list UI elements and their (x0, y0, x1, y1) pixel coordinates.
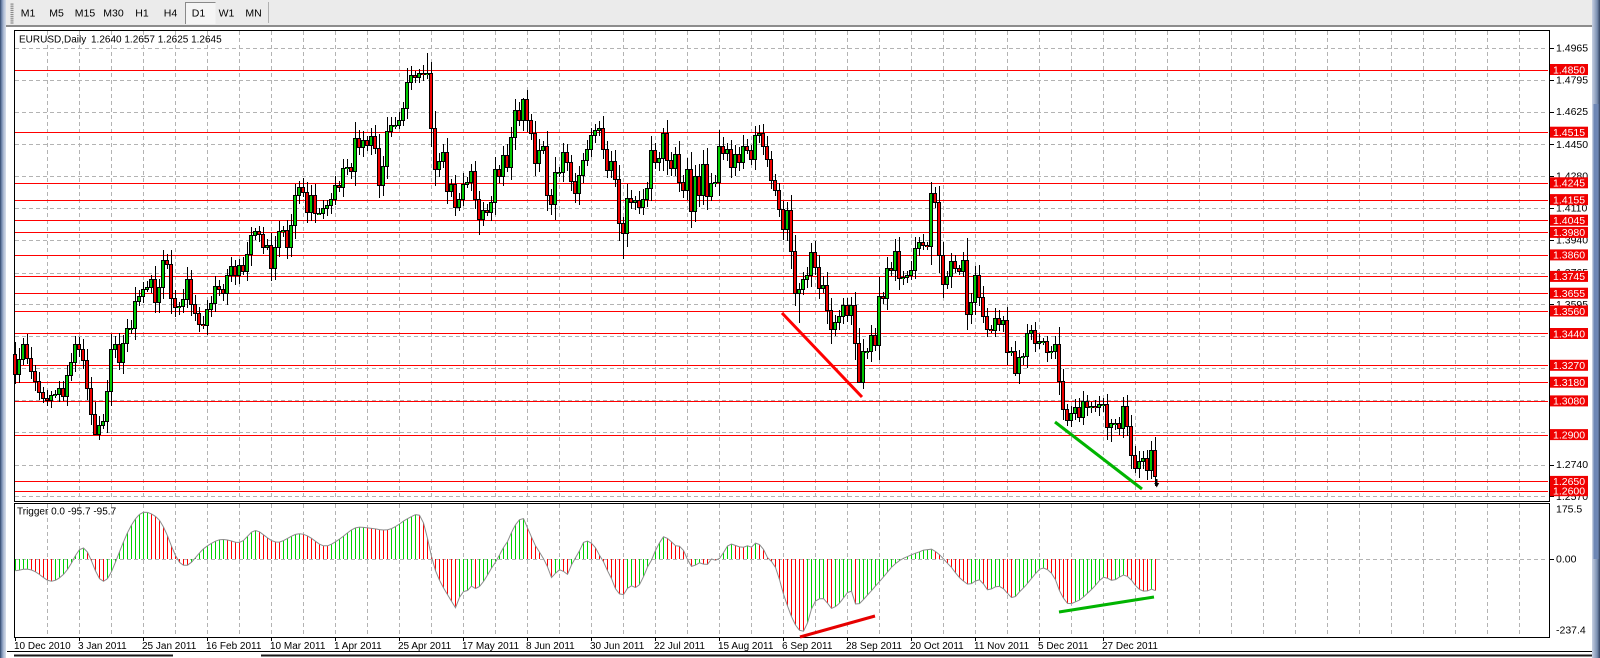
svg-text:1.4045: 1.4045 (1553, 215, 1585, 227)
svg-text:20 Oct 2011: 20 Oct 2011 (910, 641, 964, 652)
svg-text:M30: M30 (103, 8, 124, 20)
svg-text:15 Aug 2011: 15 Aug 2011 (718, 641, 774, 652)
svg-text:D1: D1 (192, 8, 206, 20)
svg-text:25 Apr 2011: 25 Apr 2011 (398, 641, 452, 652)
svg-text:H4: H4 (164, 8, 178, 20)
svg-text:M15: M15 (75, 8, 96, 20)
svg-text:1.3655: 1.3655 (1553, 288, 1585, 300)
svg-text:1.3980: 1.3980 (1553, 227, 1585, 239)
svg-text:EURUSD,Daily: EURUSD,Daily (19, 35, 86, 46)
svg-text:27 Dec 2011: 27 Dec 2011 (1102, 641, 1158, 652)
svg-text:6 Sep 2011: 6 Sep 2011 (782, 641, 833, 652)
svg-text:16 Feb 2011: 16 Feb 2011 (206, 641, 262, 652)
svg-text:1.4155: 1.4155 (1553, 194, 1585, 206)
svg-text:1.4450: 1.4450 (1556, 139, 1588, 151)
svg-text:1.4625: 1.4625 (1556, 106, 1588, 118)
svg-text:1.3180: 1.3180 (1553, 377, 1585, 389)
svg-text:1.2640 1.2657 1.2625 1.2645: 1.2640 1.2657 1.2625 1.2645 (91, 35, 222, 46)
svg-text:1.3745: 1.3745 (1553, 271, 1585, 283)
svg-text:3 Jan 2011: 3 Jan 2011 (78, 641, 127, 652)
svg-text:22 Jul 2011: 22 Jul 2011 (654, 641, 705, 652)
svg-text:25 Jan 2011: 25 Jan 2011 (142, 641, 197, 652)
svg-text:1.2900: 1.2900 (1553, 429, 1585, 441)
svg-text:1.3560: 1.3560 (1553, 306, 1585, 318)
svg-text:W1: W1 (219, 8, 235, 20)
svg-text:1.3080: 1.3080 (1553, 396, 1585, 408)
svg-text:1.2740: 1.2740 (1556, 459, 1588, 471)
svg-text:11 Nov 2011: 11 Nov 2011 (974, 641, 1030, 652)
svg-text:28 Sep 2011: 28 Sep 2011 (846, 641, 902, 652)
svg-text:1.3270: 1.3270 (1553, 360, 1585, 372)
svg-text:M1: M1 (21, 8, 36, 20)
svg-text:-237.4: -237.4 (1556, 625, 1586, 637)
svg-text:1.4965: 1.4965 (1556, 43, 1588, 55)
svg-text:1.3860: 1.3860 (1553, 250, 1585, 262)
svg-text:10 Mar 2011: 10 Mar 2011 (270, 641, 326, 652)
svg-text:1.4515: 1.4515 (1553, 127, 1585, 139)
svg-text:1.4850: 1.4850 (1553, 64, 1585, 76)
svg-text:1.4245: 1.4245 (1553, 178, 1585, 190)
svg-text:MN: MN (245, 8, 261, 20)
svg-text:H1: H1 (135, 8, 149, 20)
svg-text:8 Jun 2011: 8 Jun 2011 (526, 641, 575, 652)
svg-text:175.5: 175.5 (1556, 504, 1582, 516)
svg-text:M5: M5 (49, 8, 64, 20)
svg-text:1 Apr 2011: 1 Apr 2011 (334, 641, 382, 652)
svg-text:1.3440: 1.3440 (1553, 328, 1585, 340)
svg-text:1.4110: 1.4110 (1556, 203, 1587, 215)
svg-text:1.2600: 1.2600 (1553, 486, 1585, 498)
svg-text:Trigger 0.0 -95.7 -95.7: Trigger 0.0 -95.7 -95.7 (17, 507, 117, 518)
svg-text:30 Jun 2011: 30 Jun 2011 (590, 641, 645, 652)
svg-text:10 Dec 2010: 10 Dec 2010 (14, 641, 71, 652)
svg-text:1.4795: 1.4795 (1556, 74, 1588, 86)
svg-text:5 Dec 2011: 5 Dec 2011 (1038, 641, 1089, 652)
svg-text:0.00: 0.00 (1556, 554, 1577, 566)
svg-text:17 May 2011: 17 May 2011 (462, 641, 520, 652)
